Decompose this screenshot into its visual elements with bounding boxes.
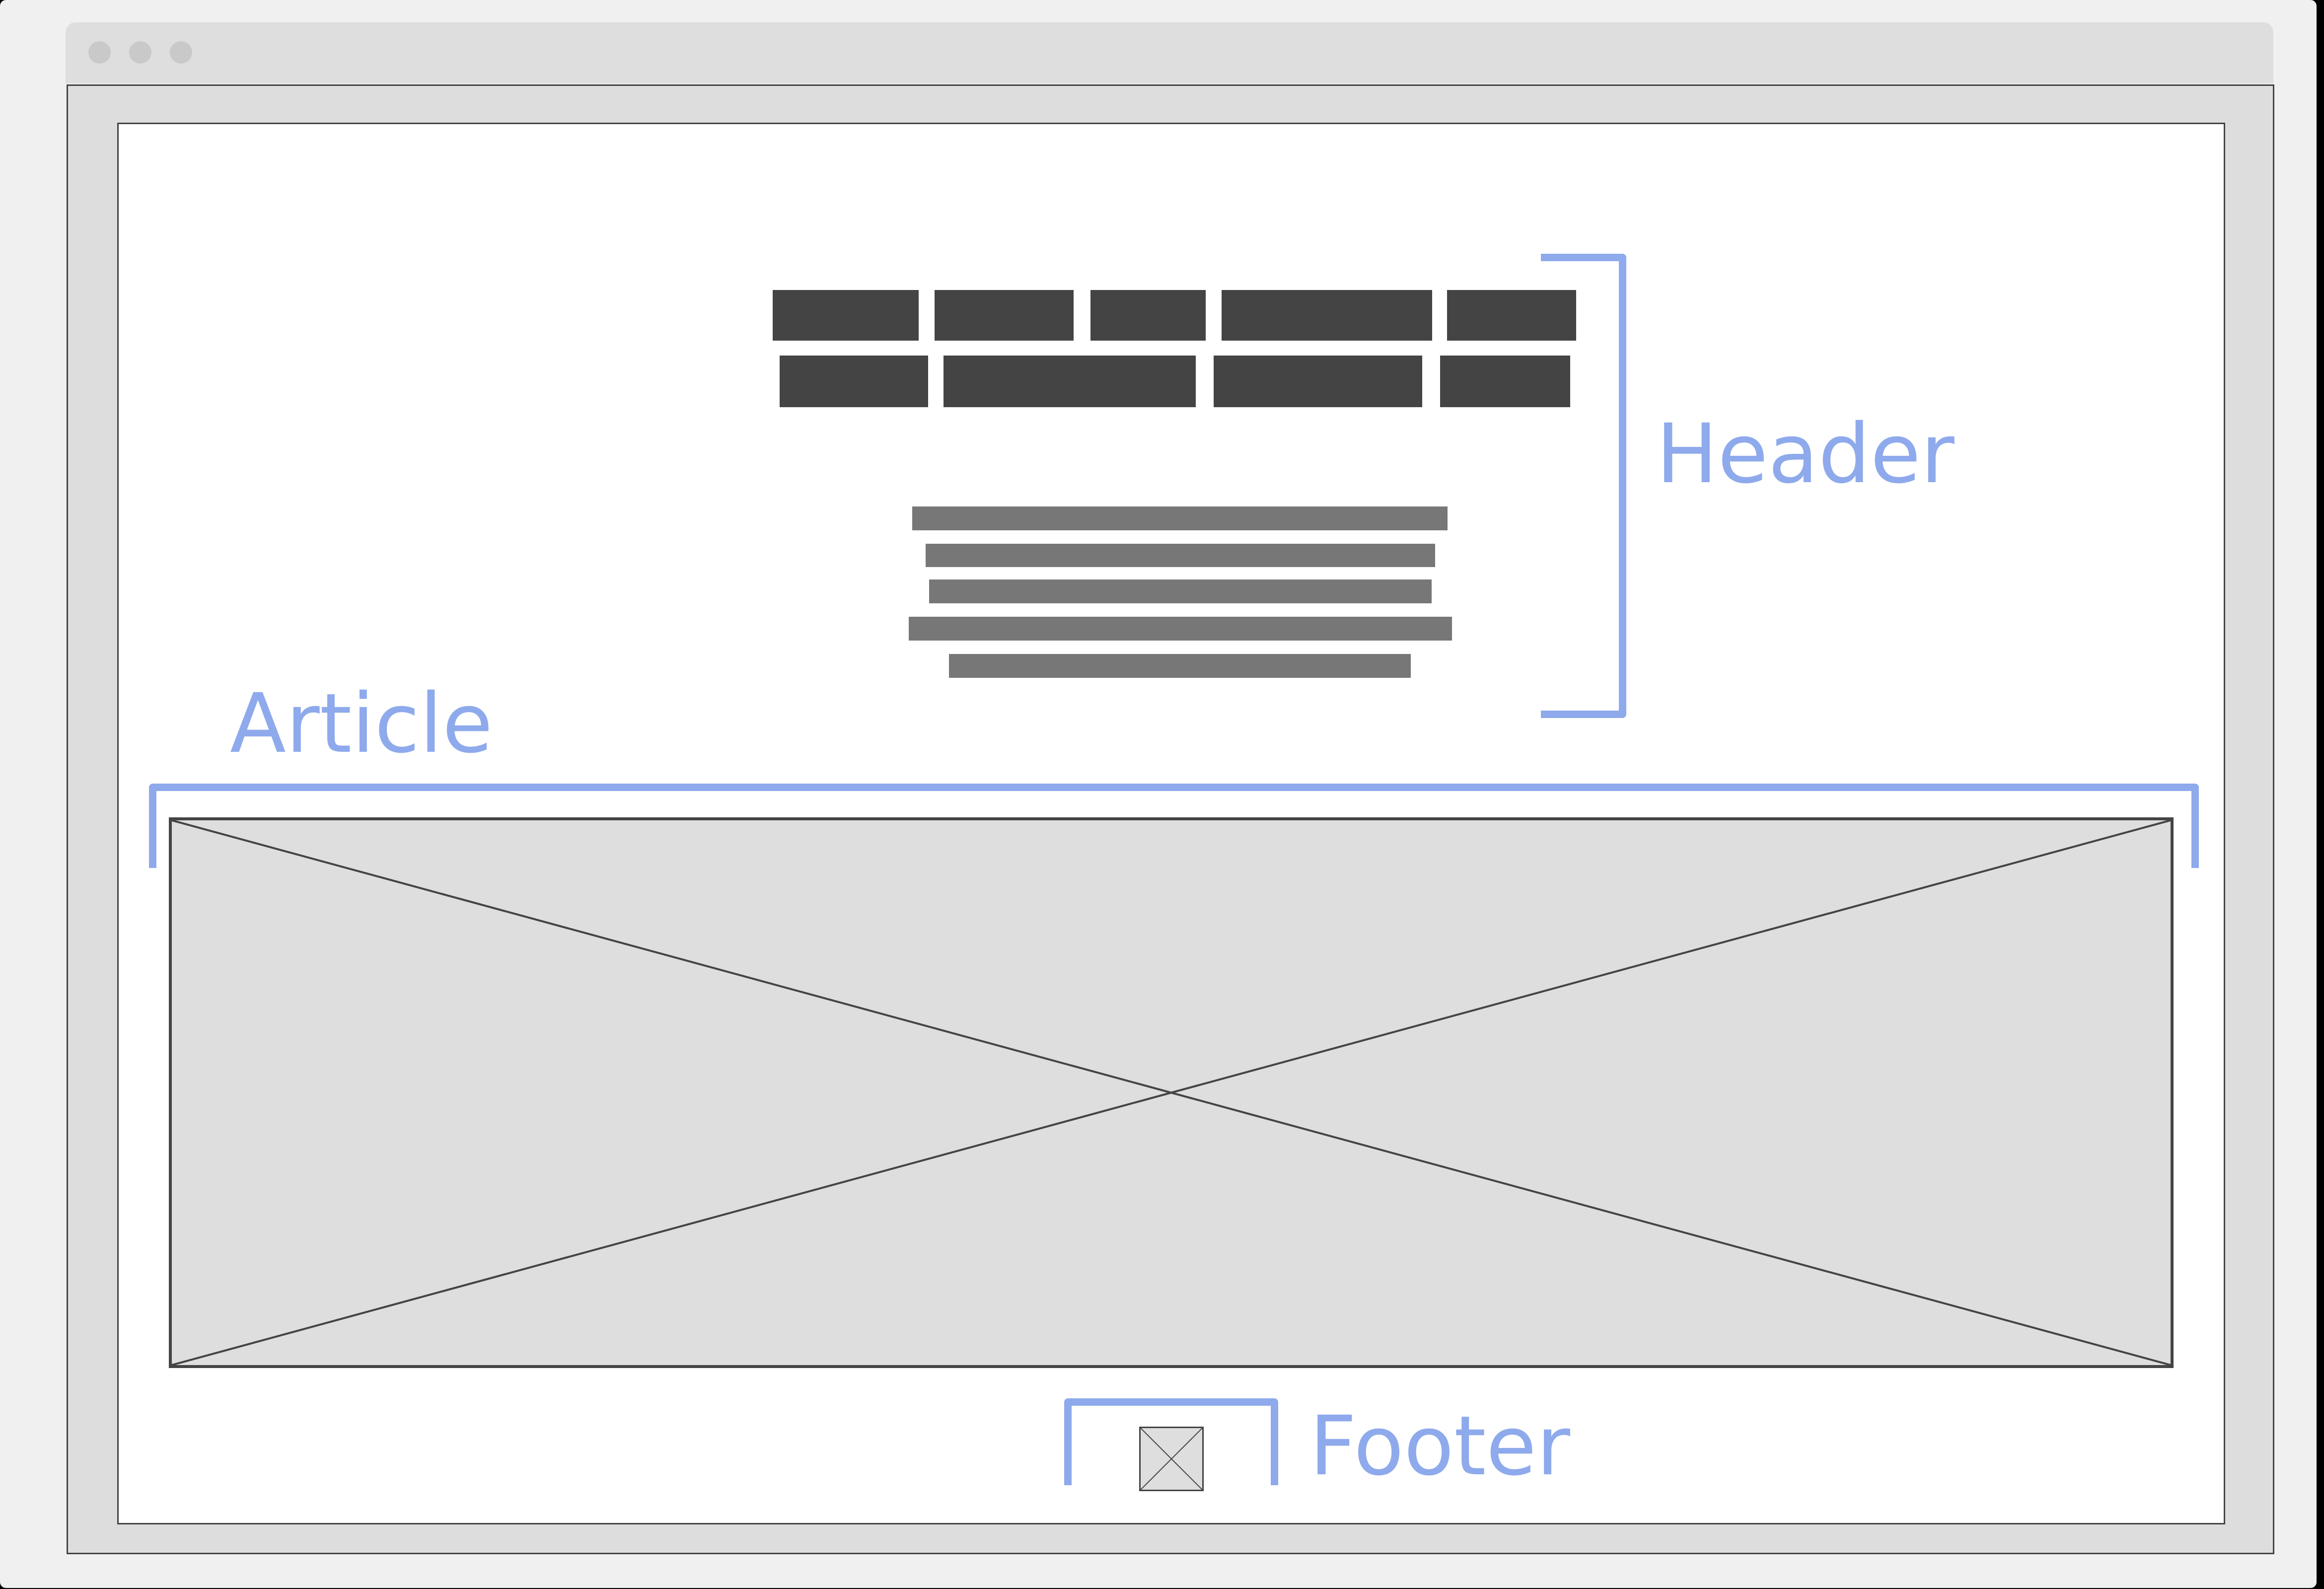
text-line: [909, 617, 1452, 641]
placeholder-cross-icon: [1141, 1428, 1202, 1490]
heading-block: [944, 356, 1196, 407]
article-bracket: [149, 784, 2199, 868]
heading-block: [780, 356, 928, 407]
window-close-dot[interactable]: [88, 41, 111, 64]
heading-block: [773, 290, 919, 341]
heading-block: [935, 290, 1074, 341]
title-bar: [66, 22, 2273, 83]
text-line: [926, 544, 1435, 567]
heading-block: [1447, 290, 1576, 341]
article-annotation-label: Article: [230, 676, 493, 771]
heading-block: [1214, 356, 1422, 407]
window-maximize-dot[interactable]: [170, 41, 192, 64]
footer-annotation-label: Footer: [1309, 1398, 1570, 1494]
heading-block: [1222, 290, 1432, 341]
text-line: [949, 654, 1411, 678]
footer-bracket: [1064, 1398, 1278, 1485]
text-line: [912, 506, 1448, 530]
footer-image-placeholder: [1139, 1427, 1204, 1491]
article-image-placeholder: [169, 817, 2174, 1368]
header-bracket: [1541, 254, 1626, 718]
window-minimize-dot[interactable]: [129, 41, 151, 64]
header-annotation-label: Header: [1656, 406, 1955, 502]
text-line: [929, 579, 1432, 603]
heading-block: [1440, 356, 1570, 407]
placeholder-cross-icon: [172, 820, 2171, 1365]
heading-block: [1090, 290, 1206, 341]
